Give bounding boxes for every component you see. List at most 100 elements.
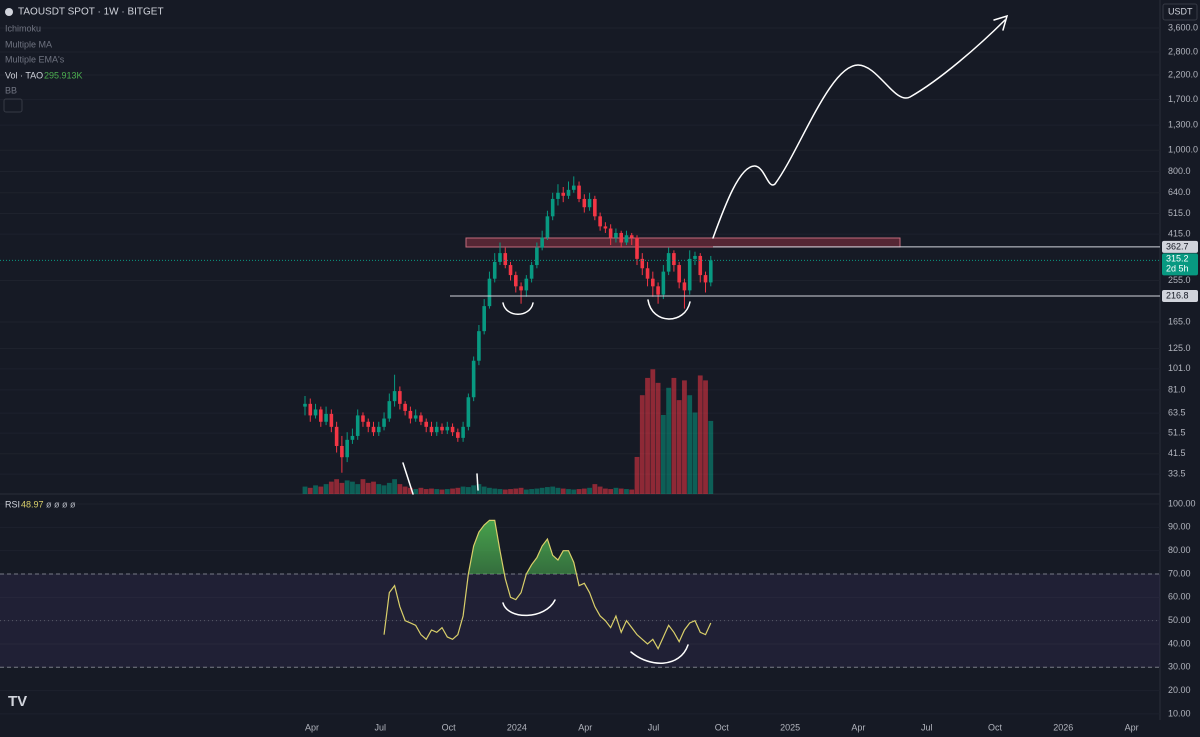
candle-body bbox=[651, 278, 655, 287]
volume-bar bbox=[687, 395, 693, 494]
x-tick-label: Apr bbox=[578, 722, 592, 732]
candle-body bbox=[571, 185, 576, 190]
rsi-tick-label: 20.00 bbox=[1168, 685, 1191, 695]
volume-bar bbox=[655, 382, 661, 494]
y-tick-label: 165.0 bbox=[1168, 316, 1191, 326]
volume-bar bbox=[344, 480, 350, 494]
candle-body bbox=[429, 426, 434, 433]
rsi-line bbox=[383, 519, 712, 650]
currency-label: USDT bbox=[1168, 6, 1193, 16]
candle-body bbox=[614, 232, 618, 238]
candle-body bbox=[624, 235, 629, 243]
volume-bar bbox=[629, 489, 635, 494]
indicator-label[interactable]: Multiple MA bbox=[5, 39, 52, 49]
volume-bar bbox=[355, 484, 361, 494]
candle-body bbox=[645, 268, 650, 279]
volume-bar bbox=[650, 369, 656, 494]
volume-bar bbox=[365, 482, 371, 494]
volume-bar bbox=[697, 375, 703, 494]
rsi-value: 48.97 bbox=[21, 499, 44, 509]
volume-bar bbox=[313, 485, 318, 494]
candle-body bbox=[313, 409, 318, 416]
volume-bar bbox=[418, 487, 424, 494]
drawn-arrow bbox=[712, 19, 1006, 239]
x-tick-label: Oct bbox=[988, 722, 1003, 732]
volume-label[interactable]: Vol · TAO bbox=[5, 70, 43, 80]
candle-body bbox=[698, 255, 703, 276]
volume-bar bbox=[576, 489, 582, 494]
volume-bar bbox=[624, 489, 629, 494]
drawn-curve bbox=[502, 599, 556, 617]
candle-body bbox=[413, 415, 418, 419]
y-tick-label: 33.5 bbox=[1168, 469, 1186, 479]
candle-body bbox=[345, 439, 349, 458]
volume-bar bbox=[371, 481, 376, 494]
indicator-label[interactable]: BB bbox=[5, 85, 17, 95]
volume-bar bbox=[634, 456, 640, 494]
y-tick-label: 515.0 bbox=[1168, 208, 1191, 218]
rsi-tick-label: 30.00 bbox=[1168, 662, 1191, 672]
drawn-stroke bbox=[402, 462, 414, 495]
x-tick-label: Oct bbox=[715, 722, 730, 732]
volume-bar bbox=[408, 487, 413, 494]
candle-body bbox=[550, 198, 555, 217]
candle-body bbox=[398, 391, 402, 404]
rsi-tick-label: 60.00 bbox=[1168, 592, 1191, 602]
indicator-label[interactable]: Ichimoku bbox=[5, 23, 41, 33]
candle-body bbox=[434, 426, 439, 433]
candle-body bbox=[371, 426, 376, 433]
volume-bar bbox=[639, 395, 645, 494]
y-tick-label: 640.0 bbox=[1168, 187, 1191, 197]
candle-body bbox=[340, 445, 344, 458]
volume-bar bbox=[555, 487, 561, 494]
volume-bar bbox=[360, 479, 366, 494]
volume-bar bbox=[413, 489, 419, 494]
volume-bar bbox=[307, 487, 313, 494]
level-label: 362.7 bbox=[1166, 241, 1189, 251]
volume-bar bbox=[450, 488, 455, 494]
candle-body bbox=[540, 237, 544, 248]
volume-bar bbox=[618, 488, 624, 494]
volume-bar bbox=[471, 485, 477, 494]
volume-bar bbox=[302, 486, 308, 494]
candle-body bbox=[708, 260, 713, 283]
y-tick-label: 81.0 bbox=[1168, 384, 1186, 394]
candle-body bbox=[466, 397, 471, 427]
volume-bar bbox=[571, 489, 577, 494]
y-tick-label: 1,300.0 bbox=[1168, 120, 1198, 130]
candle-body bbox=[450, 426, 455, 433]
candle-body bbox=[566, 189, 571, 196]
rsi-overbought-fill bbox=[468, 520, 577, 574]
rsi-tick-label: 10.00 bbox=[1168, 708, 1191, 718]
volume-bar bbox=[581, 488, 587, 494]
y-tick-label: 1,700.0 bbox=[1168, 94, 1198, 104]
volume-bar bbox=[476, 484, 482, 494]
volume-bar bbox=[402, 486, 408, 494]
volume-bar bbox=[666, 387, 672, 494]
last-price-label: 315.2 bbox=[1166, 254, 1189, 264]
currency-button[interactable] bbox=[1162, 3, 1198, 21]
indicator-label[interactable]: Multiple EMA's bbox=[5, 54, 65, 64]
level-label: 216.8 bbox=[1166, 290, 1189, 300]
x-tick-label: 2025 bbox=[780, 722, 800, 732]
x-tick-label: Jul bbox=[375, 722, 387, 732]
volume-bar bbox=[534, 488, 540, 494]
volume-bar bbox=[671, 377, 677, 494]
y-tick-label: 800.0 bbox=[1168, 166, 1191, 176]
y-tick-label: 101.0 bbox=[1168, 363, 1191, 373]
candle-body bbox=[319, 409, 323, 422]
volume-bar bbox=[429, 488, 434, 494]
volume-bar bbox=[376, 484, 382, 494]
drawn-curve bbox=[502, 302, 534, 315]
volume-bar bbox=[487, 487, 492, 494]
volume-bar bbox=[381, 485, 387, 494]
candle-body bbox=[635, 237, 639, 259]
volume-bar bbox=[392, 479, 397, 494]
collapse-button[interactable] bbox=[3, 98, 23, 113]
candle-body bbox=[456, 432, 460, 438]
volume-bar bbox=[608, 489, 614, 494]
y-tick-label: 255.0 bbox=[1168, 275, 1191, 285]
candle-body bbox=[508, 265, 513, 276]
candle-body bbox=[682, 282, 687, 291]
